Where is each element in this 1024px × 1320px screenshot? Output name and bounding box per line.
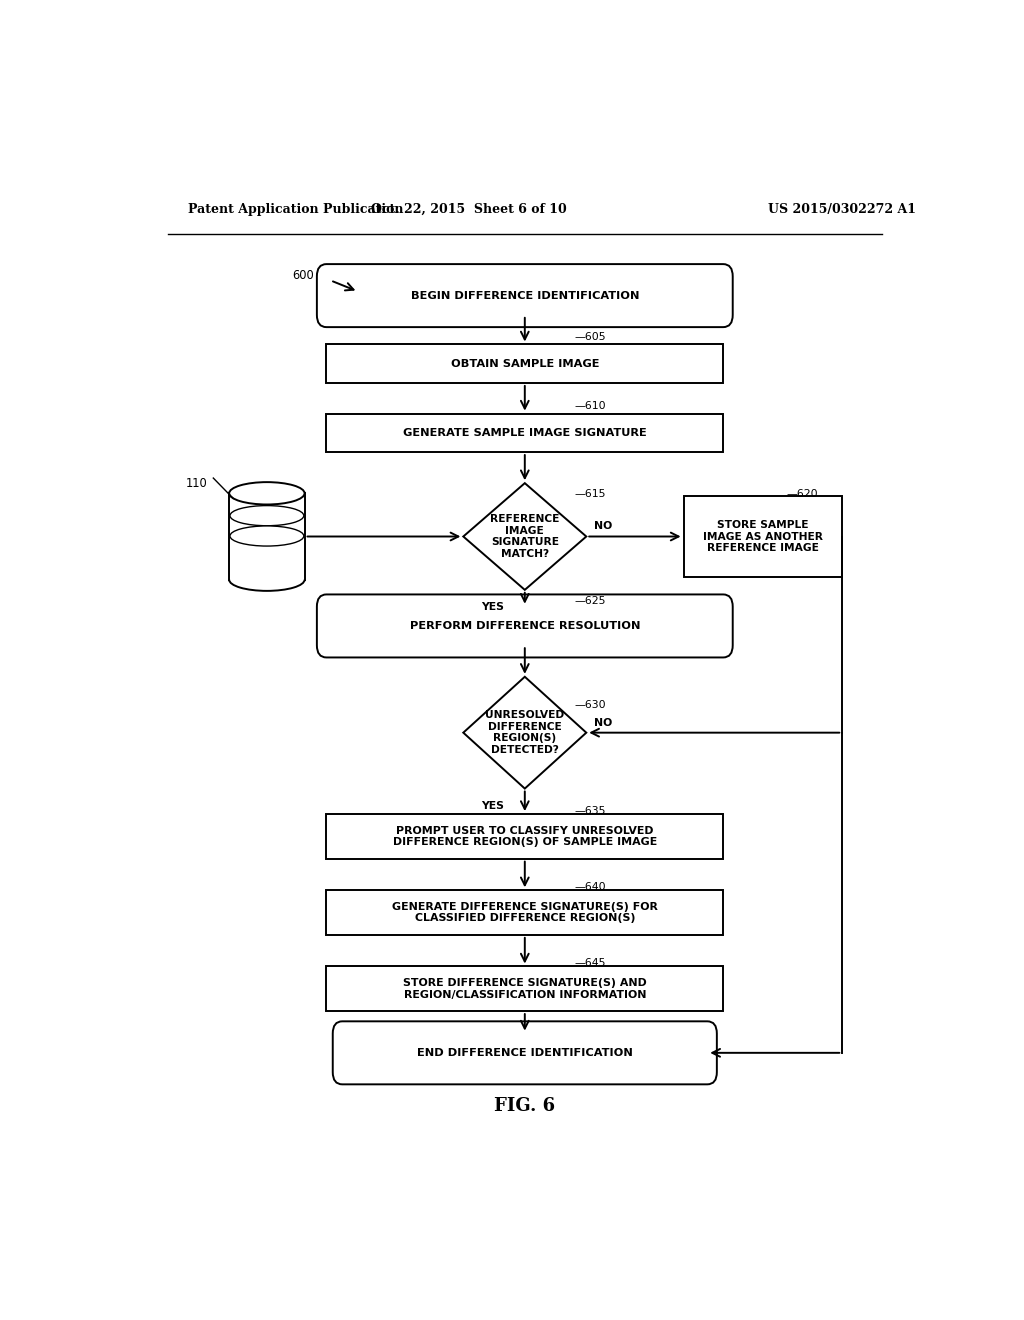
Text: —635: —635 bbox=[574, 807, 605, 816]
Text: YES: YES bbox=[481, 602, 505, 612]
Text: YES: YES bbox=[481, 801, 505, 810]
Text: GENERATE DIFFERENCE SIGNATURE(S) FOR
CLASSIFIED DIFFERENCE REGION(S): GENERATE DIFFERENCE SIGNATURE(S) FOR CLA… bbox=[392, 902, 657, 924]
Bar bbox=[327, 814, 723, 859]
FancyBboxPatch shape bbox=[333, 1022, 717, 1084]
Text: —620: —620 bbox=[786, 488, 818, 499]
Text: —640: —640 bbox=[574, 882, 605, 892]
Polygon shape bbox=[463, 483, 587, 590]
Text: —630: —630 bbox=[574, 700, 605, 710]
Text: 600: 600 bbox=[293, 269, 314, 281]
Ellipse shape bbox=[229, 482, 304, 504]
Text: —625: —625 bbox=[574, 595, 605, 606]
Text: 110: 110 bbox=[185, 477, 207, 490]
Bar bbox=[327, 345, 723, 383]
Text: BEGIN DIFFERENCE IDENTIFICATION: BEGIN DIFFERENCE IDENTIFICATION bbox=[411, 290, 639, 301]
Polygon shape bbox=[463, 677, 587, 788]
Text: STORE DIFFERENCE SIGNATURE(S) AND
REGION/CLASSIFICATION INFORMATION: STORE DIFFERENCE SIGNATURE(S) AND REGION… bbox=[402, 978, 647, 999]
Text: Oct. 22, 2015  Sheet 6 of 10: Oct. 22, 2015 Sheet 6 of 10 bbox=[372, 203, 567, 215]
Bar bbox=[327, 890, 723, 935]
Text: NO: NO bbox=[594, 718, 612, 727]
Ellipse shape bbox=[230, 506, 304, 525]
Bar bbox=[327, 966, 723, 1011]
FancyBboxPatch shape bbox=[316, 594, 733, 657]
Text: STORE SAMPLE
IMAGE AS ANOTHER
REFERENCE IMAGE: STORE SAMPLE IMAGE AS ANOTHER REFERENCE … bbox=[702, 520, 823, 553]
Bar bbox=[327, 413, 723, 453]
FancyBboxPatch shape bbox=[316, 264, 733, 327]
Text: —615: —615 bbox=[574, 488, 605, 499]
Text: —610: —610 bbox=[574, 401, 605, 412]
Ellipse shape bbox=[230, 525, 304, 546]
Text: —645: —645 bbox=[574, 958, 605, 969]
Text: Patent Application Publication: Patent Application Publication bbox=[187, 203, 403, 215]
Text: END DIFFERENCE IDENTIFICATION: END DIFFERENCE IDENTIFICATION bbox=[417, 1048, 633, 1057]
Bar bbox=[684, 496, 843, 577]
Text: PROMPT USER TO CLASSIFY UNRESOLVED
DIFFERENCE REGION(S) OF SAMPLE IMAGE: PROMPT USER TO CLASSIFY UNRESOLVED DIFFE… bbox=[392, 825, 657, 847]
Text: —605: —605 bbox=[574, 333, 605, 342]
Text: REFERENCE
IMAGE
SIGNATURE
MATCH?: REFERENCE IMAGE SIGNATURE MATCH? bbox=[490, 513, 559, 558]
Text: GENERATE SAMPLE IMAGE SIGNATURE: GENERATE SAMPLE IMAGE SIGNATURE bbox=[402, 428, 647, 438]
Text: NO: NO bbox=[594, 521, 612, 532]
Text: US 2015/0302272 A1: US 2015/0302272 A1 bbox=[768, 203, 916, 215]
Text: FIG. 6: FIG. 6 bbox=[495, 1097, 555, 1114]
Text: PERFORM DIFFERENCE RESOLUTION: PERFORM DIFFERENCE RESOLUTION bbox=[410, 620, 640, 631]
Text: UNRESOLVED
DIFFERENCE
REGION(S)
DETECTED?: UNRESOLVED DIFFERENCE REGION(S) DETECTED… bbox=[485, 710, 564, 755]
Text: OBTAIN SAMPLE IMAGE: OBTAIN SAMPLE IMAGE bbox=[451, 359, 599, 368]
